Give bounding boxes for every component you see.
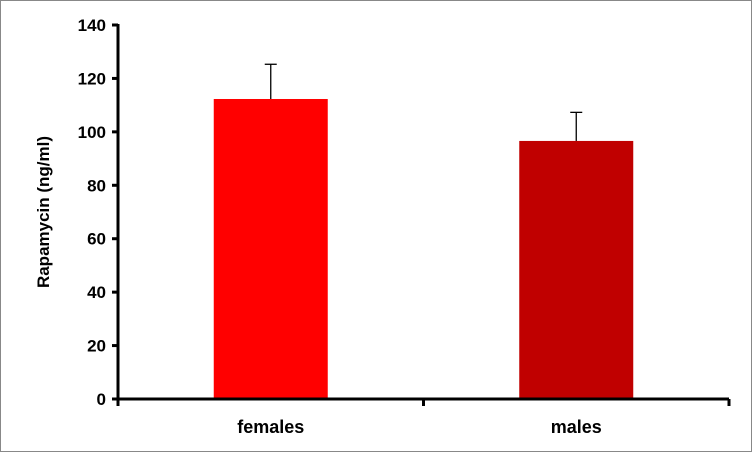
y-tick-label: 120 — [78, 69, 106, 88]
y-tick-label: 100 — [78, 123, 106, 142]
y-axis-label: Rapamycin (ng/ml) — [34, 136, 53, 288]
y-tick-label: 0 — [97, 390, 106, 409]
y-tick-label: 20 — [87, 337, 106, 356]
y-tick-label: 40 — [87, 283, 106, 302]
bar-males — [519, 140, 634, 399]
y-tick-label: 80 — [87, 176, 106, 195]
y-tick-label: 60 — [87, 230, 106, 249]
bar-females — [213, 98, 328, 400]
y-tick-label: 140 — [78, 16, 106, 35]
x-tick-label-females: females — [237, 417, 304, 437]
x-tick-label-males: males — [551, 417, 602, 437]
